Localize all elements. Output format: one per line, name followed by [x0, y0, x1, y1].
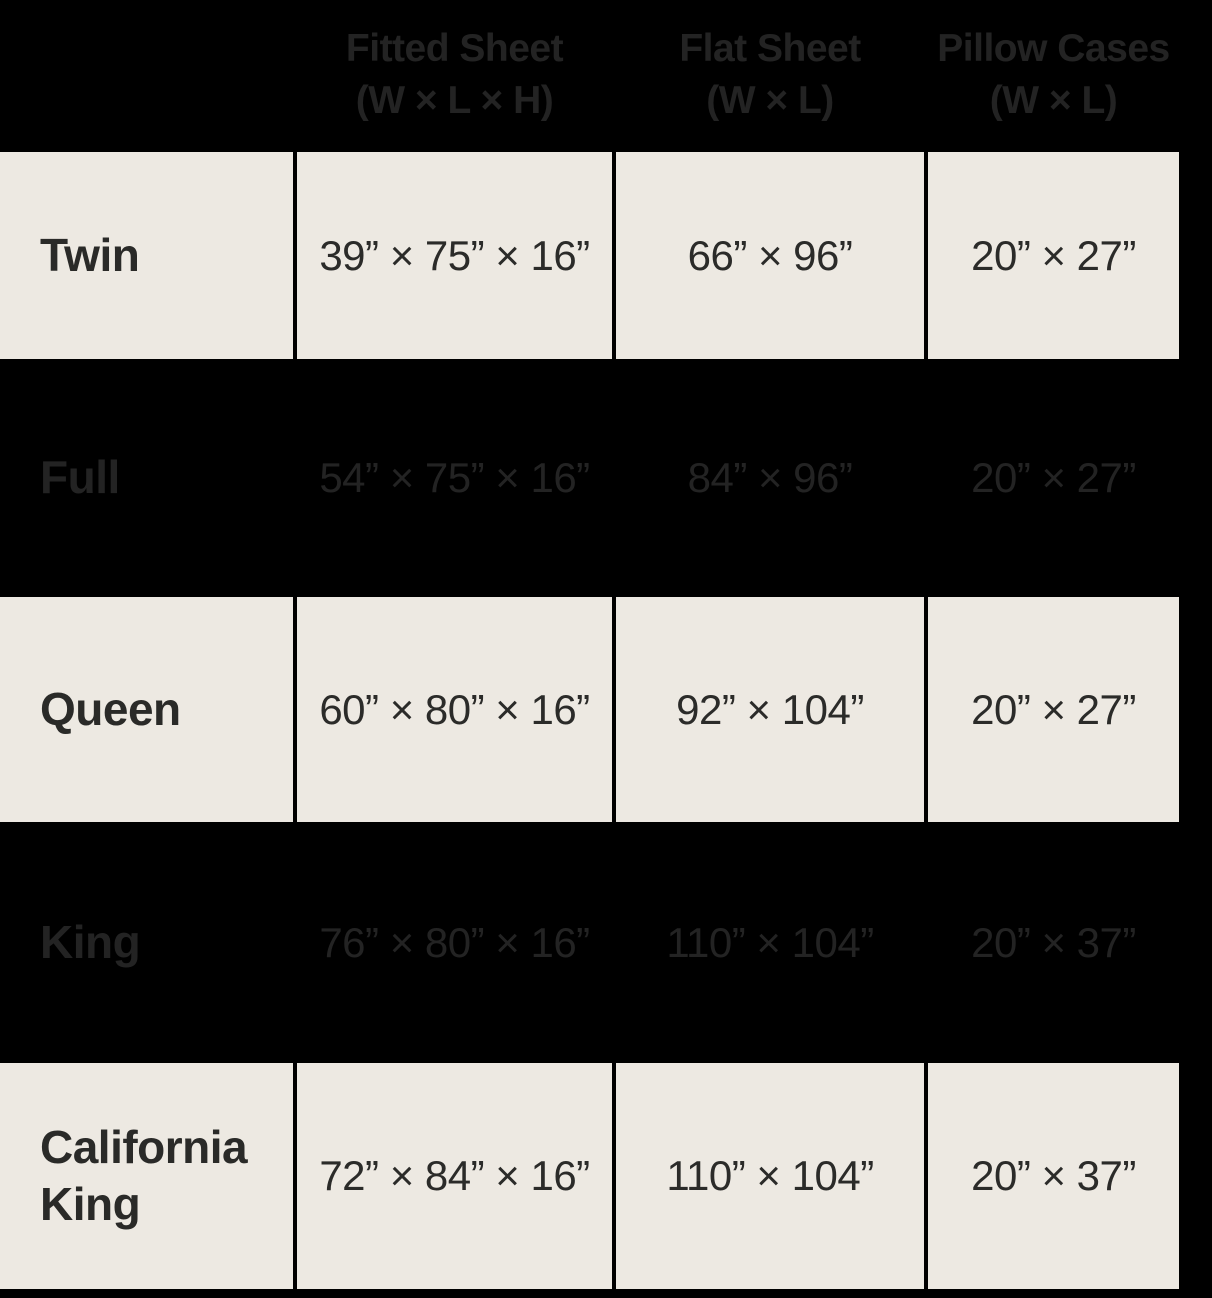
row-full-label: Full: [40, 451, 120, 504]
row-queen-fitted: 60” × 80” × 16”: [297, 597, 612, 822]
row-california-king-label: California King: [0, 1063, 293, 1289]
row-california-king-fitted: 72” × 84” × 16”: [297, 1063, 612, 1289]
row-queen-label: Queen: [0, 597, 293, 822]
row-king-fitted: 76” × 80” × 16”: [319, 918, 590, 966]
row-queen-pillow: 20” × 27”: [928, 597, 1179, 822]
row-california-king-flat: 110” × 104”: [616, 1063, 924, 1289]
header-fitted-sheet-dims: (W × L × H): [355, 78, 554, 122]
row-twin-pillow: 20” × 27”: [928, 152, 1179, 359]
header-pillow-cases: Pillow Cases (W × L): [928, 0, 1179, 149]
header-fitted-sheet: Fitted Sheet (W × L × H): [297, 0, 612, 149]
row-twin-label: Twin: [0, 152, 293, 359]
row-king-flat: 110” × 104”: [666, 918, 874, 966]
header-flat-sheet-dims: (W × L): [706, 78, 834, 122]
row-king-pillow: 20” × 37”: [971, 918, 1136, 966]
sheet-size-table: Fitted Sheet (W × L × H) Flat Sheet (W ×…: [0, 0, 1179, 1289]
header-pillow-cases-title: Pillow Cases: [937, 27, 1170, 71]
header-flat-sheet: Flat Sheet (W × L): [616, 0, 924, 149]
header-fitted-sheet-title: Fitted Sheet: [345, 27, 564, 71]
row-queen-flat: 92” × 104”: [616, 597, 924, 822]
header-flat-sheet-title: Flat Sheet: [679, 27, 861, 71]
row-california-king-pillow: 20” × 37”: [928, 1063, 1179, 1289]
row-full-flat: 84” × 96”: [687, 454, 853, 501]
row-full-pillow: 20” × 27”: [971, 454, 1136, 501]
row-king-label: King: [40, 915, 141, 968]
header-pillow-cases-dims: (W × L): [989, 78, 1118, 122]
row-twin-fitted: 39” × 75” × 16”: [297, 152, 612, 359]
row-full-fitted: 54” × 75” × 16”: [319, 454, 590, 501]
header-spacer: [0, 0, 293, 149]
row-twin-flat: 66” × 96”: [616, 152, 924, 359]
